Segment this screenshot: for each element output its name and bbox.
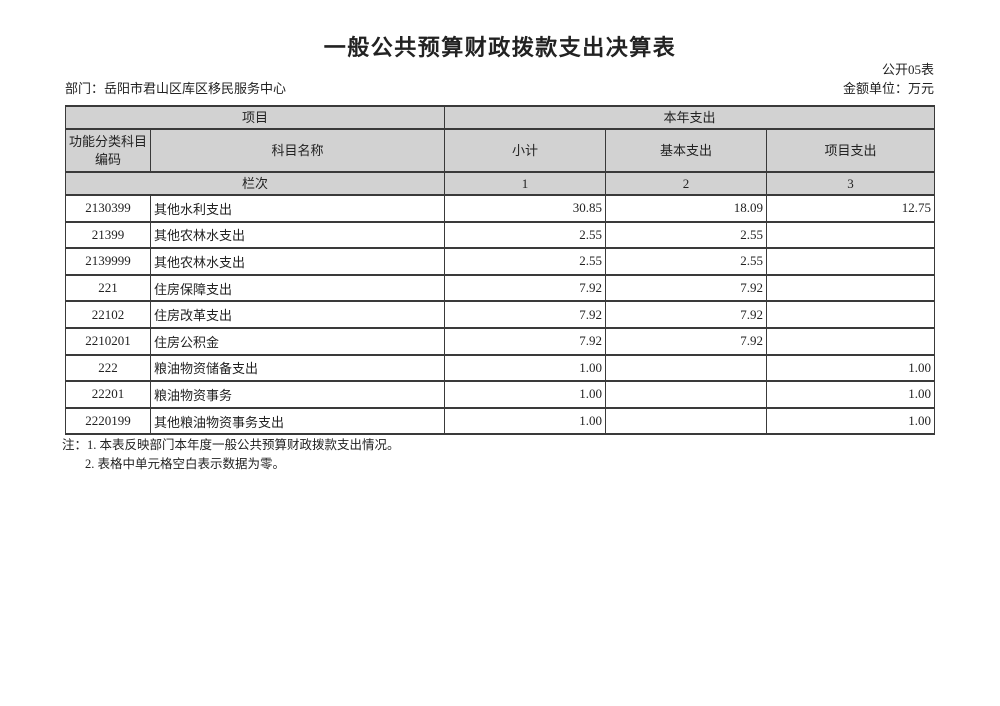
cell-code: 2220199 [65,406,151,436]
cell-project: 12.75 [766,194,936,223]
cell-code: 2139999 [65,247,151,276]
header-subtotal-column: 小计 [444,128,607,173]
table-row: 2130399 其他水利支出 30.85 18.09 12.75 [65,194,936,223]
table-body: 2130399 其他水利支出 30.85 18.09 12.75 21399 其… [65,194,936,436]
cell-basic: 18.09 [605,194,768,223]
cell-name: 住房公积金 [149,326,446,356]
table-row: 222 粮油物资储备支出 1.00 1.00 [65,353,936,383]
notes: 注：1. 本表反映部门本年度一般公共预算财政拨款支出情况。 2. 表格中单元格空… [62,436,400,473]
column-index-row: 栏次 1 2 3 [64,171,936,196]
table-row: 22102 住房改革支出 7.92 7.92 [65,300,936,329]
expenditure-table: 项目 本年支出 功能分类科目编码 科目名称 小计 基本支出 项目支出 栏次 1 … [64,105,936,436]
cell-basic: 7.92 [605,273,768,303]
unit-label: 金额单位：万元 [842,81,934,96]
cell-name: 其他农林水支出 [149,220,446,250]
cell-subtotal: 1.00 [444,406,607,436]
cell-code: 221 [65,273,151,303]
cell-subtotal: 7.92 [444,300,607,329]
cell-project [766,326,936,356]
cell-code: 2210201 [65,326,151,356]
column-index-3: 3 [766,171,936,196]
cell-basic: 7.92 [605,326,768,356]
cell-basic [605,380,768,409]
note-line-1: 注：1. 本表反映部门本年度一般公共预算财政拨款支出情况。 [62,438,400,452]
cell-project [766,220,936,250]
cell-subtotal: 7.92 [444,326,607,356]
cell-subtotal: 2.55 [444,247,607,276]
cell-subtotal: 30.85 [444,194,607,223]
cell-project [766,300,936,329]
header-projectexp-column: 项目支出 [766,128,936,173]
department-label: 部门： [65,81,105,96]
cell-name: 其他农林水支出 [149,247,446,276]
table-row: 21399 其他农林水支出 2.55 2.55 [65,220,936,250]
cell-code: 22201 [65,380,151,409]
table-row: 2210201 住房公积金 7.92 7.92 [65,326,936,356]
table-code-label: 公开05表 [881,62,934,77]
cell-project [766,247,936,276]
cell-basic: 2.55 [605,247,768,276]
column-index-label: 栏次 [64,171,446,196]
table-row: 221 住房保障支出 7.92 7.92 [65,273,936,303]
cell-code: 21399 [65,220,151,250]
header-columns-row: 功能分类科目编码 科目名称 小计 基本支出 项目支出 [65,128,936,173]
header-basic-column: 基本支出 [605,128,768,173]
cell-name: 住房改革支出 [149,300,446,329]
cell-subtotal: 7.92 [444,273,607,303]
cell-project: 1.00 [766,406,936,436]
cell-code: 22102 [65,300,151,329]
cell-project: 1.00 [766,380,936,409]
cell-project [766,273,936,303]
column-index-1: 1 [444,171,607,196]
table-row: 22201 粮油物资事务 1.00 1.00 [65,380,936,409]
cell-project: 1.00 [766,353,936,383]
cell-code: 2130399 [65,194,151,223]
cell-subtotal: 1.00 [444,380,607,409]
header-project-group: 项目 [64,105,446,130]
cell-basic: 2.55 [605,220,768,250]
header-group-row: 项目 本年支出 [64,105,936,130]
cell-name: 粮油物资事务 [149,380,446,409]
header-code-column: 功能分类科目编码 [65,128,151,173]
cell-basic [605,353,768,383]
cell-code: 222 [65,353,151,383]
table-row: 2139999 其他农林水支出 2.55 2.55 [65,247,936,276]
meta-row: 部门：岳阳市君山区库区移民服务中心 金额单位：万元 [65,78,934,97]
cell-name: 粮油物资储备支出 [149,353,446,383]
page-title: 一般公共预算财政拨款支出决算表 [323,35,677,60]
department-value: 岳阳市君山区库区移民服务中心 [104,81,287,96]
note-line-2: 2. 表格中单元格空白表示数据为零。 [85,456,286,471]
cell-basic: 7.92 [605,300,768,329]
department-line: 部门：岳阳市君山区库区移民服务中心 [65,78,286,97]
cell-basic [605,406,768,436]
header-current-year-group: 本年支出 [444,105,936,130]
cell-name: 其他粮油物资事务支出 [149,406,446,436]
cell-name: 其他水利支出 [149,194,446,223]
cell-subtotal: 1.00 [444,353,607,383]
header-name-column: 科目名称 [149,128,446,173]
cell-subtotal: 2.55 [444,220,607,250]
column-index-2: 2 [605,171,768,196]
table-row: 2220199 其他粮油物资事务支出 1.00 1.00 [65,406,936,436]
cell-name: 住房保障支出 [149,273,446,303]
